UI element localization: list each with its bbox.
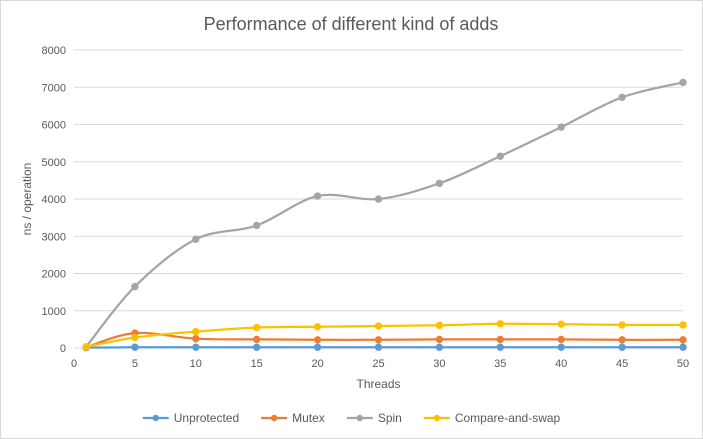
data-point-mutex [435, 335, 444, 344]
x-tick-label: 30 [433, 358, 445, 370]
x-tick-label: 15 [251, 358, 263, 370]
data-point-mutex [192, 334, 200, 343]
data-point-compare-and-swap [557, 320, 565, 328]
legend-item-mutex: Mutex [261, 411, 325, 425]
series-line-mutex [85, 331, 685, 349]
data-point-compare-and-swap [435, 321, 444, 329]
data-point-mutex [496, 335, 504, 344]
data-point-unprotected [557, 343, 565, 351]
data-point-unprotected [253, 343, 261, 351]
legend-swatch-marker [433, 414, 441, 422]
data-point-spin [557, 123, 565, 131]
data-point-compare-and-swap [313, 323, 322, 331]
legend-swatch-marker [270, 414, 278, 422]
series-line-spin [85, 81, 685, 349]
x-tick-label: 20 [311, 358, 323, 370]
data-point-unprotected [618, 343, 626, 351]
data-point-compare-and-swap [82, 343, 90, 351]
data-point-unprotected [435, 343, 444, 351]
data-point-spin [374, 195, 383, 203]
y-tick-label: 5000 [42, 157, 66, 169]
data-point-mutex [313, 336, 322, 344]
data-point-compare-and-swap [253, 323, 261, 332]
y-tick-label: 1000 [42, 306, 66, 318]
data-point-compare-and-swap [131, 333, 139, 342]
data-point-compare-and-swap [374, 322, 383, 330]
y-axis-label: ns / operation [20, 163, 34, 236]
legend-label: Compare-and-swap [455, 411, 561, 425]
x-tick-label: 0 [71, 358, 77, 370]
y-tick-label: 6000 [42, 120, 66, 132]
legend-swatch-marker [356, 414, 364, 422]
legend-label: Spin [378, 411, 402, 425]
data-point-spin [253, 221, 261, 230]
data-point-unprotected [496, 343, 504, 351]
data-point-compare-and-swap [192, 327, 200, 336]
x-axis-label: Threads [356, 377, 400, 391]
y-tick-label: 7000 [42, 82, 66, 94]
series-spin [82, 78, 687, 351]
y-tick-label: 0 [60, 343, 66, 355]
data-point-unprotected [131, 343, 139, 351]
legend-item-spin: Spin [346, 411, 402, 425]
legend: Unprotected Mutex Spin Compare-and-swap [142, 411, 561, 425]
x-axis-ticks: 0 5 10 15 20 25 30 35 40 45 50 [71, 358, 689, 370]
data-point-spin [435, 179, 444, 188]
data-point-compare-and-swap [679, 321, 687, 329]
data-point-unprotected [374, 343, 383, 351]
data-point-unprotected [192, 343, 200, 351]
data-point-mutex [253, 335, 261, 344]
data-point-unprotected [679, 343, 687, 351]
data-point-spin [192, 235, 200, 243]
series-line-compare-and-swap [85, 322, 685, 349]
x-tick-label: 40 [555, 358, 567, 370]
legend-item-compare-and-swap: Compare-and-swap [423, 411, 561, 425]
data-point-compare-and-swap [618, 321, 626, 329]
y-tick-label: 3000 [42, 231, 66, 243]
x-tick-label: 5 [132, 358, 138, 370]
x-tick-label: 45 [616, 358, 628, 370]
data-point-spin [496, 152, 504, 160]
data-point-mutex [374, 336, 383, 344]
gridlines [74, 49, 683, 312]
x-tick-label: 10 [190, 358, 202, 370]
legend-label: Mutex [292, 411, 325, 425]
data-point-spin [313, 192, 322, 200]
data-point-mutex [557, 335, 565, 344]
series-unprotected [82, 343, 687, 352]
legend-swatch-marker [152, 414, 159, 422]
y-tick-label: 8000 [42, 45, 66, 57]
x-tick-label: 50 [677, 358, 689, 370]
data-point-spin [679, 78, 687, 87]
data-point-unprotected [313, 343, 322, 351]
x-tick-label: 35 [494, 358, 506, 370]
legend-item-unprotected: Unprotected [142, 411, 239, 425]
x-tick-label: 25 [372, 358, 384, 370]
series-group [82, 78, 687, 352]
legend-label: Unprotected [174, 411, 239, 425]
data-point-mutex [679, 336, 687, 344]
y-tick-label: 2000 [42, 269, 66, 281]
y-axis-ticks: 0 1000 2000 3000 4000 5000 6000 7000 8000 [42, 45, 66, 355]
series-compare-and-swap [82, 320, 687, 351]
data-point-compare-and-swap [496, 320, 504, 328]
data-point-mutex [618, 336, 626, 344]
y-tick-label: 4000 [42, 194, 66, 206]
data-point-spin [618, 93, 626, 102]
data-point-spin [131, 282, 139, 291]
chart-title: Performance of different kind of adds [204, 14, 499, 34]
